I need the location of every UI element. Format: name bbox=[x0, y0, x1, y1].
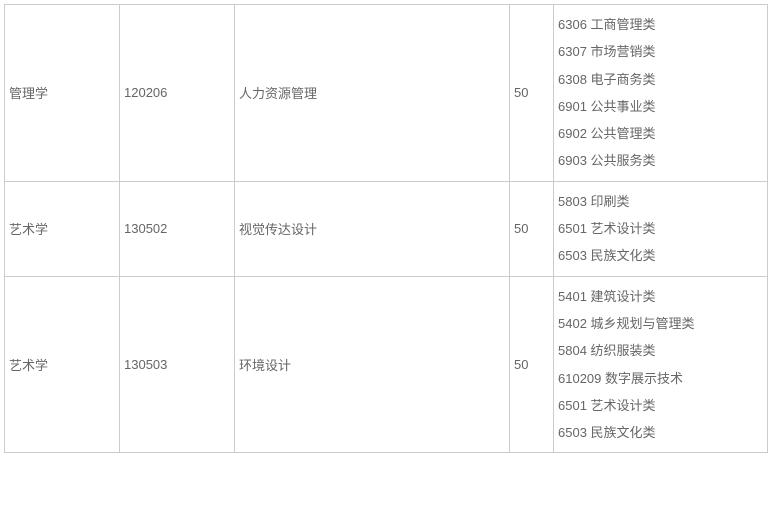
category-line: 610209 数字展示技术 bbox=[558, 365, 763, 392]
categories-cell: 5803 印刷类6501 艺术设计类6503 民族文化类 bbox=[554, 181, 768, 276]
category-line: 6903 公共服务类 bbox=[558, 147, 763, 174]
category-line: 6308 电子商务类 bbox=[558, 66, 763, 93]
category-line: 5402 城乡规划与管理类 bbox=[558, 310, 763, 337]
category-line: 5804 纺织服装类 bbox=[558, 337, 763, 364]
category-line: 6901 公共事业类 bbox=[558, 93, 763, 120]
discipline-cell: 艺术学 bbox=[5, 181, 120, 276]
major-cell: 环境设计 bbox=[235, 276, 510, 453]
categories-cell: 5401 建筑设计类5402 城乡规划与管理类5804 纺织服装类610209 … bbox=[554, 276, 768, 453]
table-row: 管理学120206人力资源管理506306 工商管理类6307 市场营销类630… bbox=[5, 5, 768, 182]
table-row: 艺术学130503环境设计505401 建筑设计类5402 城乡规划与管理类58… bbox=[5, 276, 768, 453]
category-line: 5401 建筑设计类 bbox=[558, 283, 763, 310]
table-body: 管理学120206人力资源管理506306 工商管理类6307 市场营销类630… bbox=[5, 5, 768, 453]
discipline-cell: 艺术学 bbox=[5, 276, 120, 453]
category-line: 6503 民族文化类 bbox=[558, 419, 763, 446]
category-line: 6306 工商管理类 bbox=[558, 11, 763, 38]
major-cell: 视觉传达设计 bbox=[235, 181, 510, 276]
code-cell: 130503 bbox=[120, 276, 235, 453]
majors-table: 管理学120206人力资源管理506306 工商管理类6307 市场营销类630… bbox=[4, 4, 768, 453]
discipline-cell: 管理学 bbox=[5, 5, 120, 182]
code-cell: 120206 bbox=[120, 5, 235, 182]
quota-cell: 50 bbox=[510, 276, 554, 453]
quota-cell: 50 bbox=[510, 5, 554, 182]
category-line: 6902 公共管理类 bbox=[558, 120, 763, 147]
table-row: 艺术学130502视觉传达设计505803 印刷类6501 艺术设计类6503 … bbox=[5, 181, 768, 276]
category-line: 6501 艺术设计类 bbox=[558, 392, 763, 419]
category-line: 6501 艺术设计类 bbox=[558, 215, 763, 242]
quota-cell: 50 bbox=[510, 181, 554, 276]
category-line: 6307 市场营销类 bbox=[558, 38, 763, 65]
category-line: 5803 印刷类 bbox=[558, 188, 763, 215]
code-cell: 130502 bbox=[120, 181, 235, 276]
category-line: 6503 民族文化类 bbox=[558, 242, 763, 269]
major-cell: 人力资源管理 bbox=[235, 5, 510, 182]
categories-cell: 6306 工商管理类6307 市场营销类6308 电子商务类6901 公共事业类… bbox=[554, 5, 768, 182]
